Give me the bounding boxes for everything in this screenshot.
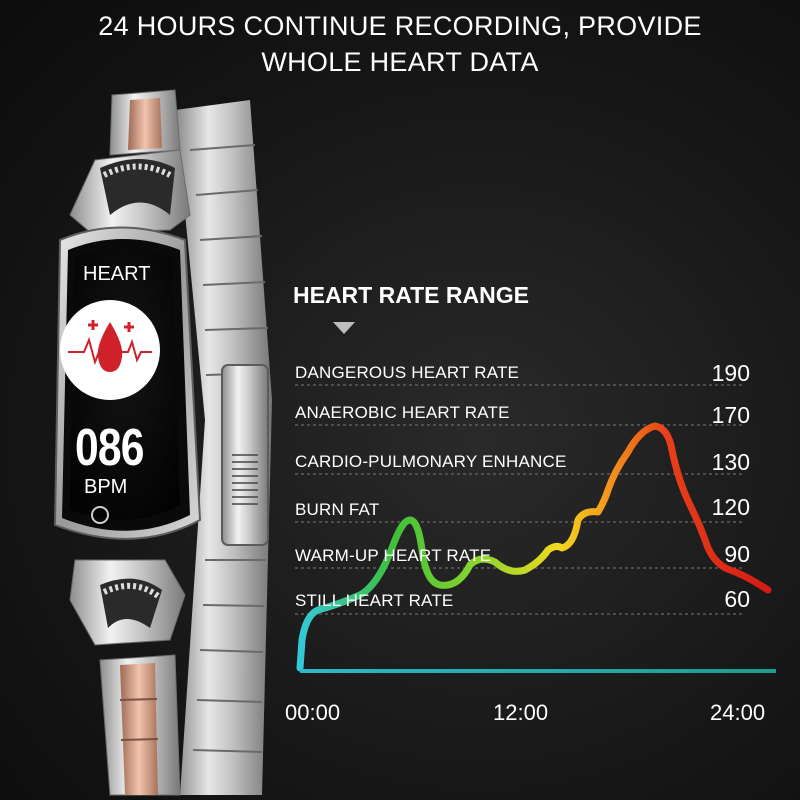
watch-body xyxy=(53,226,202,540)
screen-mode-label: HEART xyxy=(83,263,151,285)
zone-value-burn-fat: 120 xyxy=(711,494,750,520)
back-band xyxy=(175,100,272,795)
zone-label-cardio: CARDIO-PULMONARY ENHANCE xyxy=(295,452,567,471)
heart-rate-curve xyxy=(296,422,772,672)
zone-value-anaerobic: 170 xyxy=(711,402,750,428)
x-tick-start: 00:00 xyxy=(285,700,341,725)
down-arrow-icon xyxy=(333,322,355,334)
zone-label-burn-fat: BURN FAT xyxy=(295,500,380,519)
headline-line-2: WHOLE HEART DATA xyxy=(261,47,539,77)
front-band-bottom xyxy=(69,559,186,796)
front-band-top xyxy=(69,89,191,233)
zone-value-cardio: 130 xyxy=(711,449,750,475)
screen-bpm-value: 086 xyxy=(75,419,145,477)
home-button-icon xyxy=(91,506,109,524)
headline-line-1: 24 HOURS CONTINUE RECORDING, PROVIDE xyxy=(98,11,702,41)
zone-label-warm-up: WARM-UP HEART RATE xyxy=(295,546,492,565)
zone-label-dangerous: DANGEROUS HEART RATE xyxy=(295,363,520,382)
zone-value-dangerous: 190 xyxy=(711,360,750,386)
chart-title: HEART RATE RANGE xyxy=(293,282,529,308)
x-tick-middle: 12:00 xyxy=(493,700,549,725)
headline: 24 HOURS CONTINUE RECORDING, PROVIDE WHO… xyxy=(0,8,800,80)
zone-value-warm-up: 90 xyxy=(724,541,750,567)
screen-bpm-unit: BPM xyxy=(84,476,128,498)
zone-label-still: STILL HEART RATE xyxy=(295,591,454,610)
zone-value-still: 60 xyxy=(724,586,750,612)
x-tick-end: 24:00 xyxy=(710,700,766,725)
zone-label-anaerobic: ANAEROBIC HEART RATE xyxy=(295,403,510,422)
